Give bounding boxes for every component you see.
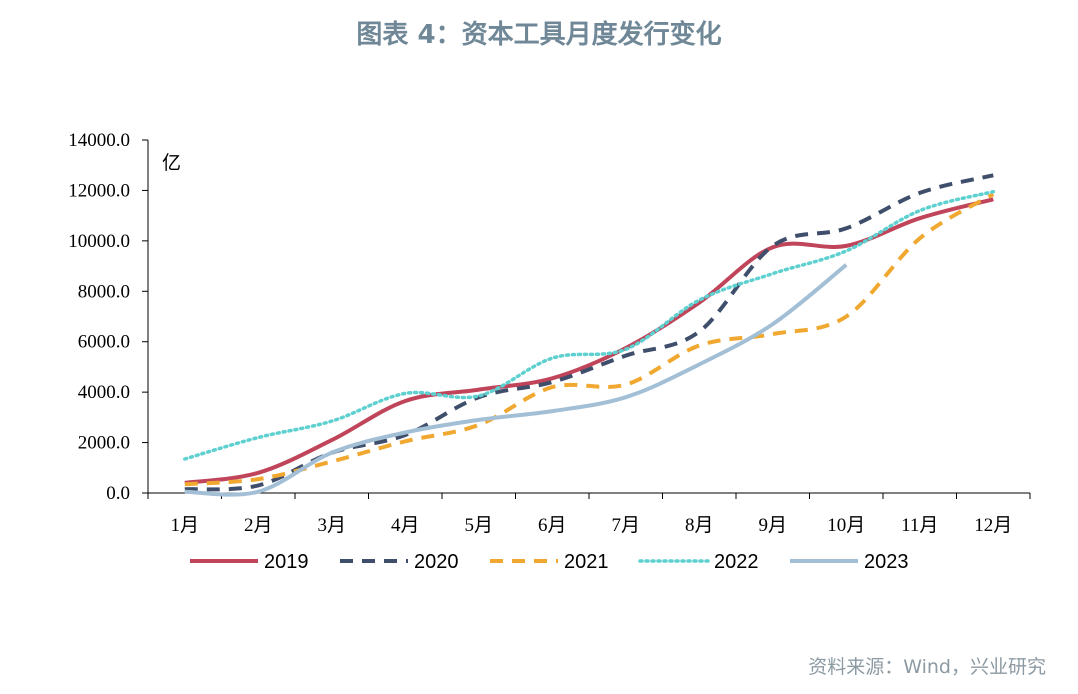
series-lines [183,173,996,497]
chart-title: 图表 4：资本工具月度发行变化 [356,20,722,50]
y-tick-label: 4000.0 [78,382,130,403]
y-tick-label: 2000.0 [78,433,130,454]
series-line-2023 [184,263,848,497]
y-tick-label: 10000.0 [68,231,130,252]
legend-label-2023: 2023 [864,551,909,573]
source-note: 资料来源：Wind，兴业研究 [808,656,1046,678]
x-tick-label: 5月 [464,515,493,536]
y-tick-label: 8000.0 [78,281,130,302]
series-line-2022 [183,189,996,461]
axes: 0.0 2000.0 4000.0 6000.0 8000.0 10000.0 12000.… [68,130,1031,536]
series-line-2020 [184,173,994,492]
y-tick-label: 14000.0 [68,130,130,151]
x-tick-label: 1月 [170,515,199,536]
x-tick-label: 3月 [317,515,346,536]
legend-label-2019: 2019 [264,551,309,573]
x-tick-label: 6月 [538,515,567,536]
legend-label-2021: 2021 [564,551,609,573]
y-tick-label: 0.0 [106,483,130,504]
legend: 2019 2020 2021 2022 2023 [190,551,909,573]
x-tick-label: 11月 [901,515,938,536]
x-tick-label: 2月 [244,515,273,536]
x-tick-label: 8月 [685,515,714,536]
x-tick-label: 7月 [611,515,640,536]
y-tick-label: 6000.0 [78,332,130,353]
legend-label-2020: 2020 [414,551,459,573]
series-line-2019 [184,197,994,485]
y-tick-label: 12000.0 [68,180,130,201]
x-tick-label: 10月 [827,515,865,536]
x-tick-label: 9月 [758,515,787,536]
legend-label-2022: 2022 [714,551,759,573]
x-tick-label: 4月 [391,515,420,536]
unit-label: 亿 [162,152,181,174]
x-tick-label: 12月 [974,515,1012,536]
